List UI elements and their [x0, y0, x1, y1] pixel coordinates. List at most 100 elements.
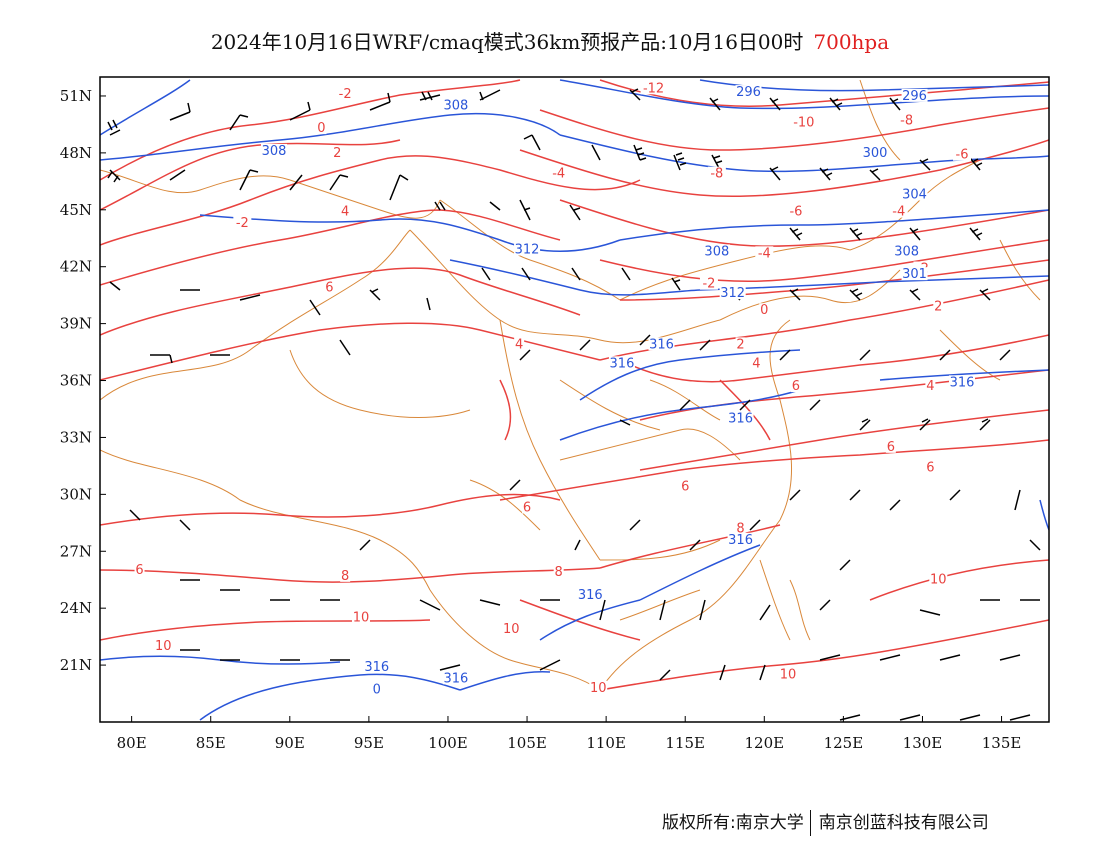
lon-tick-label: 100E	[428, 734, 468, 752]
lat-tick-label: 42N	[60, 258, 92, 276]
contour-label-bg	[233, 215, 252, 229]
contour-label: 4	[515, 337, 523, 352]
lat-tick-label: 33N	[60, 428, 92, 446]
contour-label-bg	[553, 565, 564, 579]
contour-label-bg	[755, 246, 774, 260]
temperature-contours	[100, 79, 1049, 691]
contour-label-bg	[735, 521, 746, 535]
contour-label-bg	[897, 113, 916, 127]
lat-tick-label: 21N	[60, 656, 92, 674]
contour-label: 6	[325, 280, 333, 295]
lat-tick-label: 51N	[60, 87, 92, 105]
contour-label: 312	[720, 286, 745, 301]
contour-label: -8	[710, 167, 723, 182]
contour-label: -6	[789, 205, 802, 220]
contour-label-bg	[363, 659, 390, 673]
contour-label-bg	[589, 680, 608, 694]
lon-tick-label: 135E	[982, 734, 1022, 752]
latitude-axis: 51N 48N 45N 42N 39N 36N 33N 30N 27N 24N 21N	[60, 87, 106, 674]
contour-label: 308	[262, 144, 287, 159]
contour-label: 312	[515, 243, 540, 258]
contour-label-bg	[336, 86, 355, 100]
contour-label-bg	[324, 280, 335, 294]
contour-label-bg	[549, 166, 568, 180]
lon-tick-label: 115E	[665, 734, 705, 752]
map-frame	[99, 76, 1050, 723]
contour-label: 10	[930, 573, 947, 588]
contour-label-bg	[735, 337, 746, 351]
lon-tick-label: 80E	[117, 734, 147, 752]
contour-label: 6	[135, 563, 143, 578]
contour-label-bg	[442, 98, 469, 112]
contour-label: 10	[353, 611, 370, 626]
contour-label: -6	[956, 148, 969, 163]
map-title-main: 2024年10月16日WRF/cmaq模式36km预报产品:10月16日00时	[210, 30, 804, 54]
contour-label: 10	[503, 622, 520, 637]
contour-label: 0	[760, 303, 768, 318]
contour-label: -12	[833, 62, 854, 77]
contour-label: -2	[339, 87, 352, 102]
contour-label-bg	[901, 187, 928, 201]
contour-label: 316	[443, 671, 468, 686]
contour-label-bg	[790, 115, 817, 129]
contour-label: 4	[752, 356, 760, 371]
contour-label-bg	[608, 356, 635, 370]
contour-label-bg	[727, 411, 754, 425]
contour-label-bg	[779, 667, 798, 681]
contour-label-bg	[514, 242, 541, 256]
lon-tick-label: 110E	[586, 734, 626, 752]
contour-label-bg	[316, 121, 327, 135]
contour-label-bg	[925, 379, 936, 393]
contour-label: 316	[610, 356, 635, 371]
height-contour-labels: 292 296 296 300 304 308 308 308 308 301 312 312 316 3…	[260, 77, 976, 698]
contour-label-bg	[340, 568, 351, 582]
lat-tick-label: 48N	[60, 144, 92, 162]
contour-label-bg	[719, 286, 746, 300]
contour-label: 316	[364, 660, 389, 675]
lon-tick-label: 85E	[196, 734, 226, 752]
contour-label-bg	[577, 587, 604, 601]
contour-label: 4	[926, 379, 934, 394]
border-lines	[100, 79, 1041, 691]
contour-label-bg	[680, 479, 691, 493]
copyright-credit: 版权所有:南京大学 南京创蓝科技有限公司	[662, 808, 989, 836]
contour-label-bg	[953, 147, 972, 161]
contour-label-bg	[751, 356, 762, 370]
contour-label: 2	[736, 337, 744, 352]
contour-label-bg	[154, 639, 173, 653]
map-layers: -202-246-4-14-12-12-10-8-8-6-4-6-4-2-202…	[100, 62, 1049, 721]
contour-label-bg	[929, 572, 948, 586]
contour-label: 308	[894, 244, 919, 259]
contour-label: -2	[702, 277, 715, 292]
contour-label-bg	[949, 375, 976, 389]
contour-label-bg	[925, 460, 936, 474]
contour-label: 304	[902, 188, 927, 203]
contour-label: 6	[926, 461, 934, 476]
lat-tick-label: 36N	[60, 372, 92, 390]
contour-label-bg	[699, 276, 718, 290]
contour-label: 296	[902, 89, 927, 104]
contour-label: 6	[523, 501, 531, 516]
contour-label-bg	[514, 337, 525, 351]
lat-tick-label: 30N	[60, 485, 92, 503]
contour-label-bg	[703, 244, 730, 258]
pressure-level-label: 700hpa	[813, 30, 890, 54]
lat-tick-label: 39N	[60, 315, 92, 333]
contour-label: 2	[333, 146, 341, 161]
contour-label-bg	[893, 244, 920, 258]
contour-label-bg	[371, 682, 382, 696]
lon-tick-label: 105E	[507, 734, 547, 752]
map-title: 2024年10月16日WRF/cmaq模式36km预报产品:10月16日00时 7…	[0, 26, 1100, 55]
contour-label: 316	[728, 411, 753, 426]
contour-label-bg	[351, 610, 370, 624]
contour-label: 10	[780, 667, 797, 682]
contour-label-bg	[786, 204, 805, 218]
contour-label: -4	[758, 246, 771, 261]
contour-label-bg	[340, 204, 351, 218]
contour-label: 4	[341, 205, 349, 220]
contour-label-bg	[735, 85, 762, 99]
contour-label-bg	[648, 337, 675, 351]
contour-label-bg	[502, 621, 521, 635]
contour-label-bg	[522, 500, 533, 514]
